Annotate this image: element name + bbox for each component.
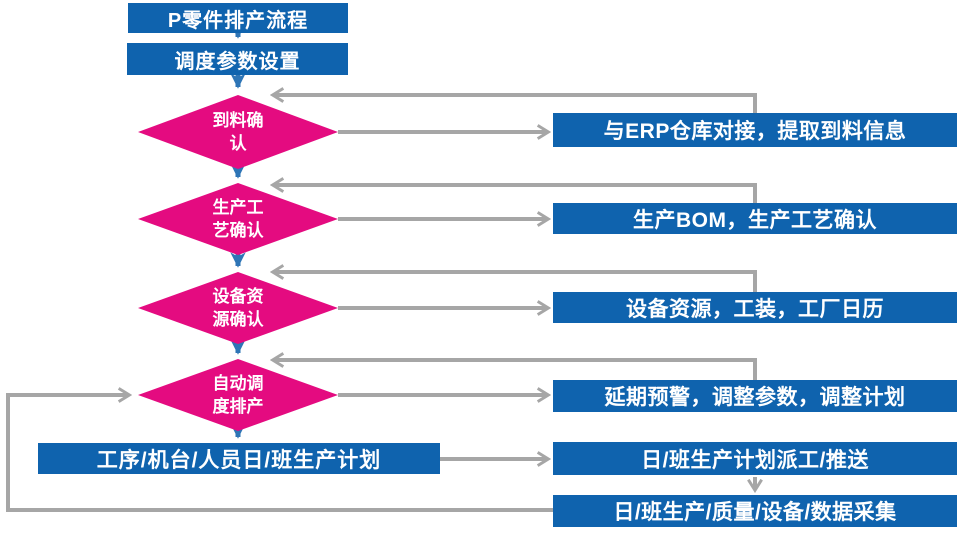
return-alert-to-schedule — [274, 360, 757, 380]
decision-schedule-line1: 自动调 — [212, 374, 264, 393]
decision-schedule-line2: 度排产 — [212, 397, 264, 416]
delay-alert-node: 延期预警，调整参数，调整计划 — [553, 380, 957, 412]
return-bom-to-process — [274, 185, 757, 203]
decision-equipment-line1: 设备资 — [212, 287, 264, 306]
plan-output-node: 工序/机台/人员日/班生产计划 — [38, 443, 440, 474]
data-collection-node: 日/班生产/质量/设备/数据采集 — [553, 495, 957, 527]
erp-interface-node: 与ERP仓库对接，提取到料信息 — [553, 113, 957, 147]
bom-confirm-node: 生产BOM，生产工艺确认 — [553, 203, 957, 234]
return-erp-to-material — [274, 95, 757, 113]
param-setting-node: 调度参数设置 — [127, 43, 348, 75]
return-resources-to-equipment — [274, 272, 757, 292]
decision-material-line2: 认 — [229, 134, 247, 153]
decision-equipment-line2: 源确认 — [212, 310, 264, 329]
decision-material-line1: 到料确 — [212, 111, 264, 130]
decision-process-line2: 艺确认 — [212, 221, 264, 240]
feedback-collect-to-schedule — [6, 395, 553, 512]
resource-calendar-node: 设备资源，工装，工厂日历 — [553, 292, 957, 323]
start-node: P零件排产流程 — [128, 3, 348, 33]
dispatch-push-node: 日/班生产计划派工/推送 — [553, 442, 957, 475]
decision-process-line1: 生产工 — [212, 198, 264, 217]
